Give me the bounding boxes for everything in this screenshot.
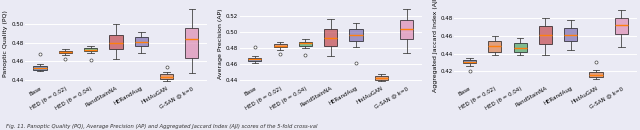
Y-axis label: Panoptic Quality (PQ): Panoptic Quality (PQ): [3, 11, 8, 77]
PathPatch shape: [349, 29, 363, 41]
PathPatch shape: [463, 60, 476, 63]
PathPatch shape: [299, 42, 312, 46]
PathPatch shape: [375, 76, 388, 80]
PathPatch shape: [589, 72, 603, 77]
PathPatch shape: [59, 51, 72, 53]
PathPatch shape: [273, 44, 287, 47]
Text: Fig. 11. Panoptic Quality (PQ), Average Precision (AP) and Aggregated Jaccard In: Fig. 11. Panoptic Quality (PQ), Average …: [6, 124, 318, 129]
PathPatch shape: [324, 29, 337, 46]
PathPatch shape: [539, 26, 552, 44]
PathPatch shape: [134, 37, 148, 46]
PathPatch shape: [186, 28, 198, 57]
PathPatch shape: [615, 18, 628, 34]
PathPatch shape: [400, 21, 413, 39]
Y-axis label: Aggregated Jaccard Index (AJI): Aggregated Jaccard Index (AJI): [433, 0, 438, 92]
PathPatch shape: [513, 43, 527, 52]
PathPatch shape: [564, 28, 577, 41]
PathPatch shape: [248, 58, 261, 61]
PathPatch shape: [33, 66, 47, 70]
PathPatch shape: [160, 74, 173, 79]
PathPatch shape: [488, 41, 501, 52]
PathPatch shape: [84, 48, 97, 51]
Y-axis label: Average Precision (AP): Average Precision (AP): [218, 9, 223, 79]
PathPatch shape: [109, 35, 123, 49]
